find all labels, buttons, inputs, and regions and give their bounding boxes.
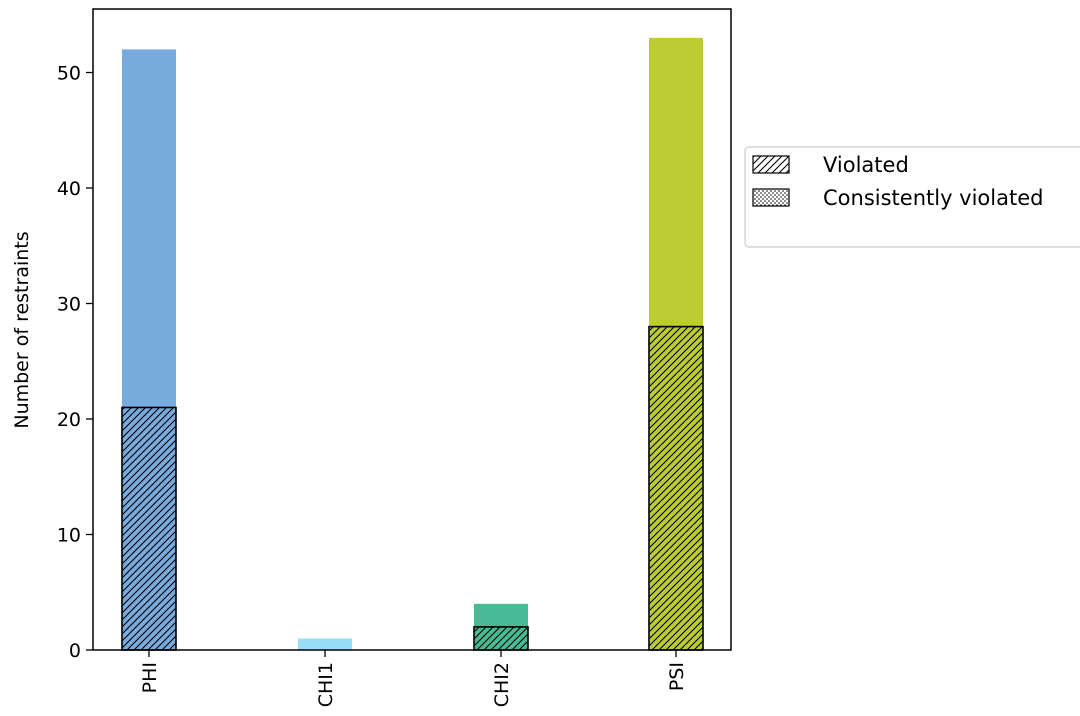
legend: Violated Consistently violated	[744, 146, 1080, 248]
y-tick-label: 30	[57, 294, 81, 316]
legend-consistently-violated-swatch	[752, 188, 790, 207]
bar-total-chi1	[298, 638, 352, 650]
bar-violated-phi	[121, 406, 177, 651]
legend-frame	[744, 146, 1080, 248]
legend-violated-label: Violated	[823, 153, 909, 177]
x-tick-label-chi1: CHI1	[315, 662, 337, 707]
y-tick-label: 0	[69, 640, 81, 662]
y-tick-label: 40	[57, 178, 81, 200]
legend-violated-swatch	[752, 155, 790, 174]
y-tick-label: 20	[57, 409, 81, 431]
bar-violated-psi	[648, 325, 704, 651]
y-tick-label: 50	[57, 63, 81, 85]
x-tick-label-psi: PSI	[666, 662, 688, 691]
y-tick-label: 10	[57, 525, 81, 547]
bars-layer	[121, 37, 704, 651]
x-tick-label-chi2: CHI2	[491, 662, 513, 707]
legend-consistently-violated-label: Consistently violated	[823, 186, 1043, 210]
y-axis-label: Number of restraints	[11, 231, 33, 428]
bar-violated-chi2	[473, 626, 529, 651]
y-axis: 0 10 20 30 40 50	[57, 63, 93, 662]
plot-area-frame	[92, 8, 732, 651]
x-axis: PHI CHI1 CHI2 PSI	[139, 650, 688, 707]
x-tick-label-phi: PHI	[139, 662, 161, 693]
